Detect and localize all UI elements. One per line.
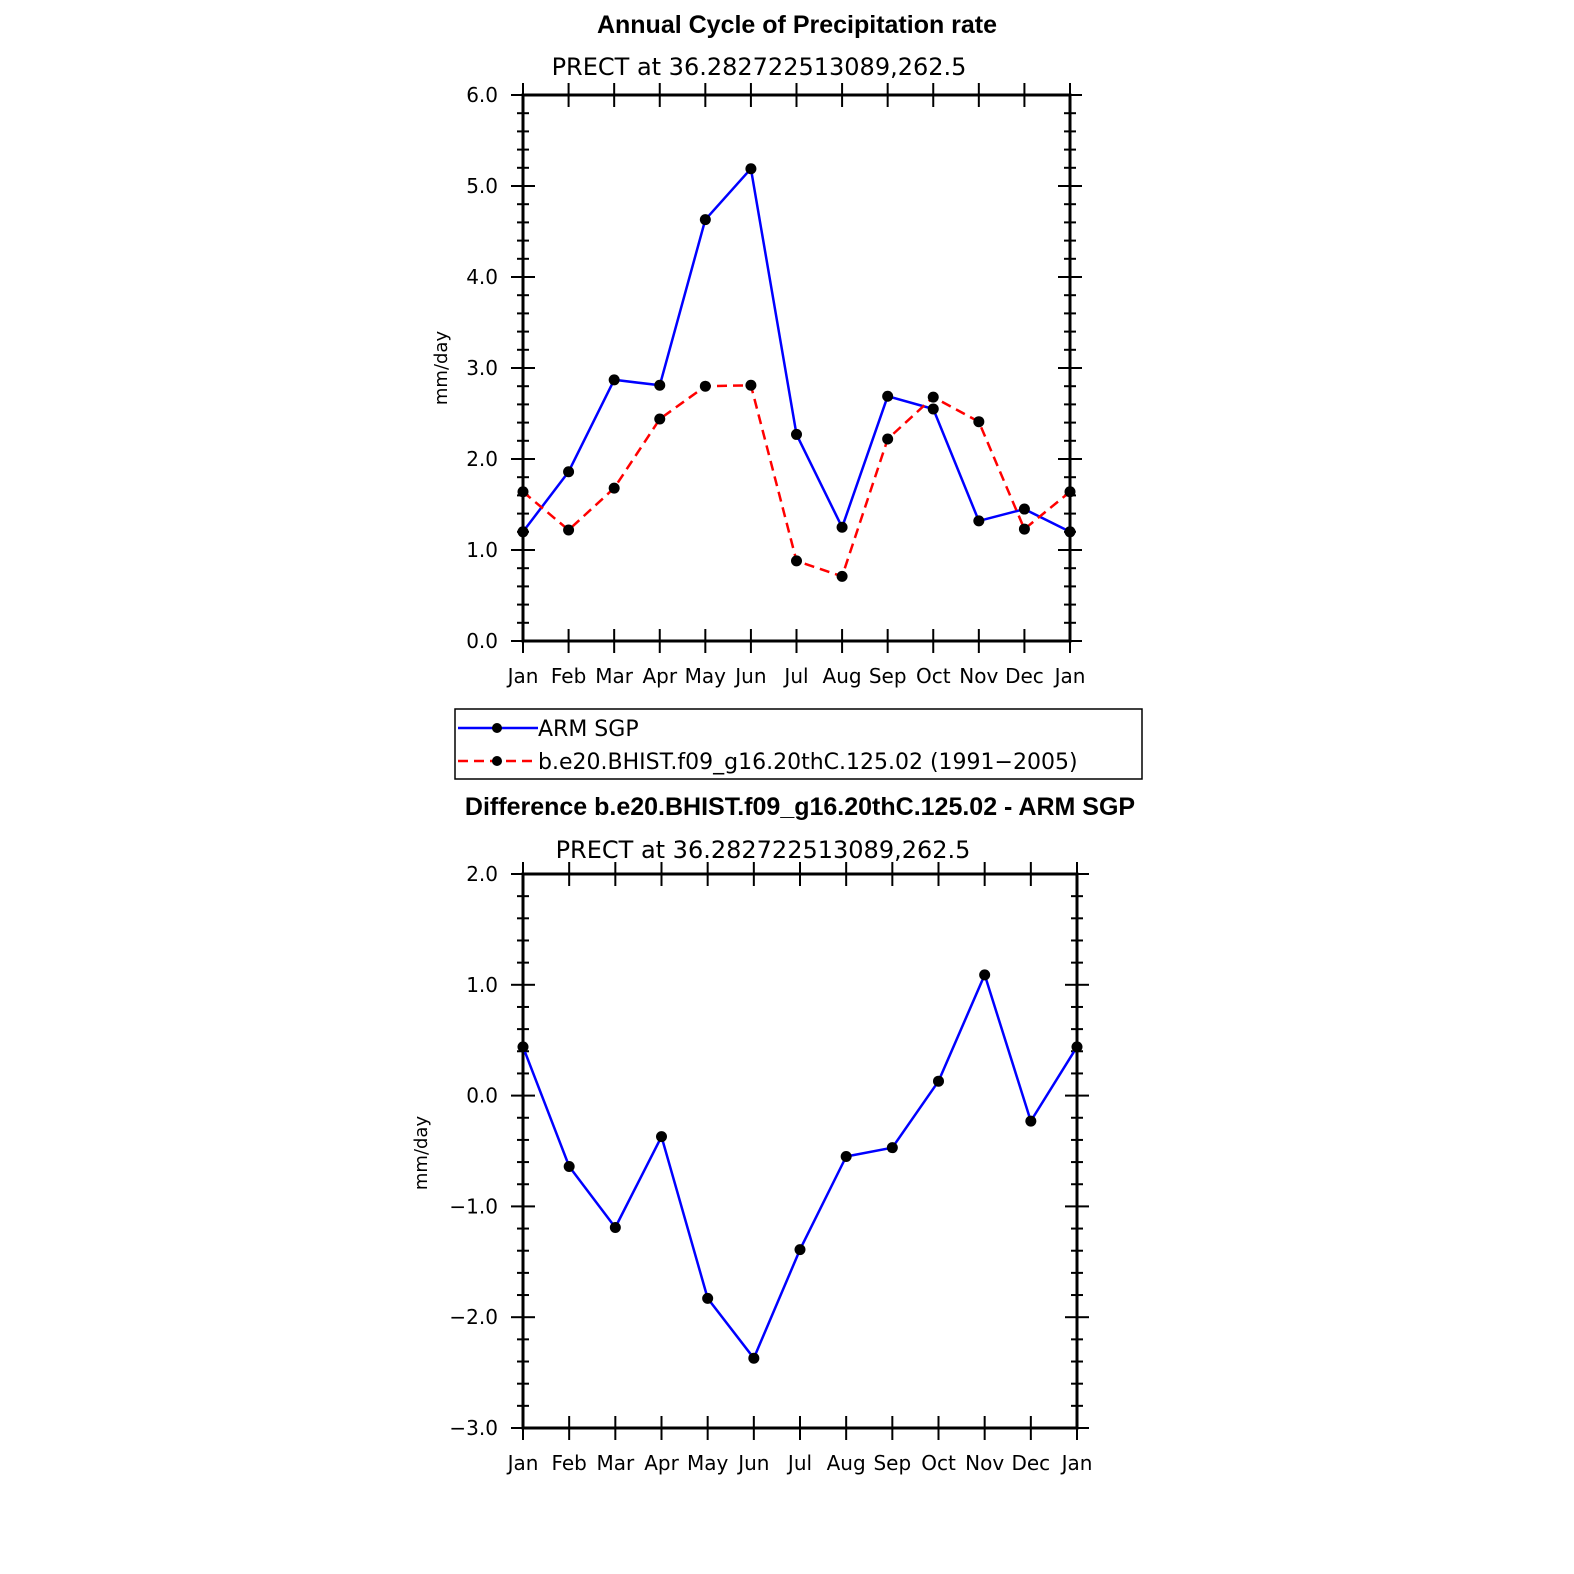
chart1-series-1-point [791, 555, 802, 567]
chart1-xtick-label: Jun [733, 664, 766, 688]
chart1-xtick-label: Mar [595, 664, 634, 688]
chart2-series-0-point [794, 1244, 806, 1256]
chart2-series-0-point [933, 1075, 944, 1087]
chart1-series-1-point [745, 379, 757, 391]
chart1-xtick-label: May [685, 664, 727, 688]
chart1-xtick-label: Feb [551, 664, 586, 688]
chart1-xtick-label: Jan [506, 664, 539, 688]
chart2-xtick-label: Sep [873, 1451, 911, 1475]
chart1-xtick-label: Sep [869, 664, 907, 688]
chart1-series-0-point [973, 515, 985, 527]
chart2-ytick-label: −3.0 [449, 1416, 498, 1440]
chart1-series-1-point [927, 391, 939, 403]
chart1-xtick-label: Dec [1005, 664, 1044, 688]
chart2-xtick-label: Jul [786, 1451, 812, 1475]
chart2-series-0-point [979, 969, 991, 981]
chart2-title: Difference b.e20.BHIST.f09_g16.20thC.125… [465, 793, 1135, 821]
chart2-plot-frame [521, 872, 1079, 1430]
chart1-series-1-point [882, 433, 894, 445]
chart1-series-0-point [836, 521, 848, 533]
chart2-series-0-point [563, 1161, 575, 1173]
chart2-xtick-label: Apr [644, 1451, 679, 1475]
chart2-series-line-0 [521, 973, 1079, 1360]
legend-box [454, 708, 1143, 780]
chart2-series-0-point [656, 1131, 667, 1143]
chart2-xtick-label: May [687, 1451, 729, 1475]
chart2-xtick-label: Jun [736, 1451, 769, 1475]
chart1-ytick-label: 3.0 [466, 356, 498, 380]
chart1-series-0-point [1018, 503, 1030, 515]
chart2-xtick-label: Nov [965, 1451, 1004, 1475]
chart2-ytick-label: −1.0 [449, 1194, 498, 1218]
chart1-series-line-0 [522, 167, 1071, 533]
chart1-xtick-label: Apr [642, 664, 677, 688]
chart1-ytick-label: 0.0 [466, 629, 498, 653]
chart2-series-0-point [886, 1142, 898, 1154]
chart1-ylabel: mm/day [431, 331, 452, 406]
chart1-ytick-label: 6.0 [466, 83, 498, 107]
chart1-series-0-point [563, 466, 575, 478]
chart1-series-0-point [791, 428, 802, 440]
chart1-xtick-label: Aug [823, 664, 862, 688]
legend-arm-marker [492, 723, 502, 733]
chart2-ytick-label: 0.0 [466, 1084, 498, 1108]
chart2-series-0-point [840, 1151, 852, 1163]
chart2-xtick-label: Dec [1011, 1451, 1050, 1475]
chart1-xtick-label: Jul [782, 664, 808, 688]
chart2-series-0-point [1071, 1041, 1083, 1053]
chart2-ytick-label: 1.0 [466, 973, 498, 997]
legend-arm-label: ARM SGP [538, 717, 639, 742]
chart2-xtick-label: Feb [551, 1451, 586, 1475]
chart2-ytick-label: −2.0 [449, 1305, 498, 1329]
chart1-xtick-label: Jan [1053, 664, 1086, 688]
chart1-series-1-point [1018, 523, 1030, 535]
chart1-series-line-1 [522, 384, 1071, 578]
chart1-series-1-point [1064, 486, 1076, 498]
chart1-series-1-point [836, 570, 848, 582]
legend-model-label: b.e20.BHIST.f09_g16.20thC.125.02 (1991−2… [538, 750, 1078, 775]
precip-difference-chart: Difference b.e20.BHIST.f09_g16.20thC.125… [411, 793, 1135, 1475]
chart1-series-0-point [882, 390, 894, 402]
chart2-ylabel: mm/day [411, 1116, 432, 1191]
chart2-xtick-label: Jan [1060, 1451, 1093, 1475]
chart1-series-0-point [927, 403, 939, 415]
chart1-series-1-point [973, 416, 985, 428]
chart1-series-0-point [699, 214, 711, 226]
chart1-series-1-point [563, 524, 575, 536]
chart1-series-0-point [1064, 526, 1076, 538]
chart1-legend: ARM SGP b.e20.BHIST.f09_g16.20thC.125.02… [454, 708, 1143, 780]
chart2-subtitle: PRECT at 36.282722513089,262.5 [556, 836, 971, 864]
chart1-series-0-point [745, 163, 757, 175]
chart1-series-1-point [699, 380, 711, 392]
legend-model-marker [492, 756, 502, 766]
precip-annual-cycle-chart: Annual Cycle of Precipitation rate PRECT… [431, 11, 1085, 688]
chart1-series-1-point [654, 413, 666, 425]
chart2-xtick-label: Aug [827, 1451, 866, 1475]
chart1-ytick-label: 5.0 [466, 174, 498, 198]
chart2-xtick-label: Oct [921, 1451, 956, 1475]
chart2-xtick-label: Mar [596, 1451, 635, 1475]
chart2-series-0-point [702, 1292, 714, 1304]
chart2-ytick-label: 2.0 [466, 862, 498, 886]
chart2-series-0-point [517, 1041, 529, 1053]
chart1-series-0-point [517, 526, 529, 538]
chart1-ytick-label: 4.0 [466, 265, 498, 289]
chart2-xtick-label: Jan [506, 1451, 539, 1475]
chart1-subtitle: PRECT at 36.282722513089,262.5 [552, 53, 967, 81]
chart1-series-0-point [608, 374, 620, 386]
chart1-title: Annual Cycle of Precipitation rate [597, 11, 997, 39]
chart2-series-0-point [748, 1352, 760, 1364]
chart1-series-0-point [654, 379, 666, 391]
chart1-ytick-label: 2.0 [466, 447, 498, 471]
chart1-series-1-point [517, 486, 529, 498]
chart2-series-0-point [609, 1221, 621, 1233]
chart1-series-1-point [608, 482, 620, 494]
chart1-ytick-label: 1.0 [466, 538, 498, 562]
chart1-xtick-label: Oct [916, 664, 951, 688]
chart1-xtick-label: Nov [959, 664, 998, 688]
chart2-series-0-point [1025, 1115, 1037, 1127]
